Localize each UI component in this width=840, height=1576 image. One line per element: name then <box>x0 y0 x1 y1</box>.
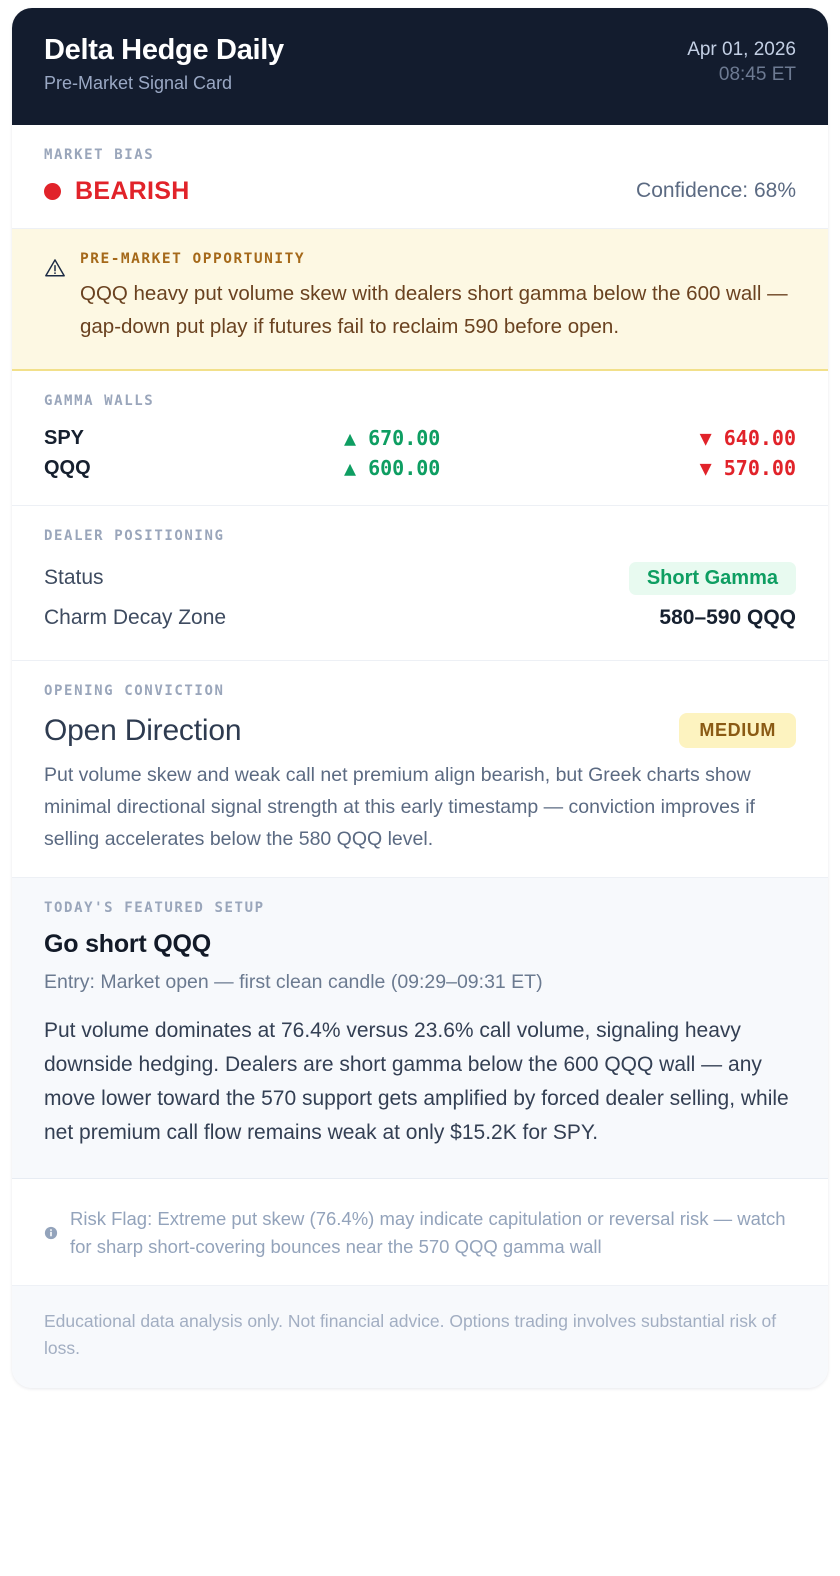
app-title: Delta Hedge Daily <box>44 34 284 66</box>
warning-triangle-icon <box>44 257 66 279</box>
risk-flag-section: Risk Flag: Extreme put skew (76.4%) may … <box>12 1179 828 1286</box>
footer-disclaimer: Educational data analysis only. Not fina… <box>12 1285 828 1388</box>
charm-decay-value: 580–590 QQQ <box>659 606 796 630</box>
dealer-positioning-section: DEALER POSITIONING Status Short Gamma Ch… <box>12 506 828 662</box>
app-subtitle: Pre-Market Signal Card <box>44 73 233 94</box>
opening-conviction-text: Put volume skew and weak call net premiu… <box>44 764 755 850</box>
gamma-wall-lower: ▼ 570.00 <box>699 456 796 481</box>
featured-setup-section: TODAY'S FEATURED SETUP Go short QQQ Entr… <box>12 878 828 1180</box>
opening-conviction-section: OPENING CONVICTION Open Direction MEDIUM… <box>12 661 828 879</box>
dealer-status-row: Status Short Gamma <box>44 558 796 598</box>
footer-text: Educational data analysis only. Not fina… <box>44 1310 777 1358</box>
market-bias-row: BEARISH Confidence: 68% <box>44 177 796 206</box>
featured-setup-title: Go short QQQ <box>44 930 212 959</box>
featured-setup-label: TODAY'S FEATURED SETUP <box>44 900 265 917</box>
dealer-status-key: Status <box>44 566 104 590</box>
risk-flag-text: Risk Flag: Extreme put skew (76.4%) may … <box>70 1208 786 1257</box>
info-circle-icon <box>44 1226 58 1240</box>
market-bias-value-group: BEARISH <box>44 177 190 206</box>
opening-conviction-header: Open Direction MEDIUM <box>44 713 796 749</box>
open-direction-title: Open Direction <box>44 713 242 747</box>
market-bias-value: BEARISH <box>75 176 190 205</box>
gamma-wall-ticker: QQQ <box>44 456 91 479</box>
table-row: QQQ ▲ 600.00 ▼ 570.00 <box>44 453 796 483</box>
gamma-wall-upper: ▲ 600.00 <box>344 456 441 481</box>
header-titles: Delta Hedge Daily Pre-Market Signal Card <box>44 34 284 95</box>
opening-conviction-label: OPENING CONVICTION <box>44 683 225 700</box>
table-row: SPY ▲ 670.00 ▼ 640.00 <box>44 423 796 453</box>
market-bias-confidence: Confidence: 68% <box>636 179 796 203</box>
alert-title: PRE-MARKET OPPORTUNITY <box>80 250 306 267</box>
dealer-positioning-label: DEALER POSITIONING <box>44 528 225 545</box>
status-badge: Short Gamma <box>628 561 796 595</box>
signal-card: Delta Hedge Daily Pre-Market Signal Card… <box>12 8 828 1388</box>
header-time: 08:45 ET <box>718 63 796 85</box>
header-date: Apr 01, 2026 <box>687 39 796 60</box>
card-header: Delta Hedge Daily Pre-Market Signal Card… <box>12 8 828 125</box>
charm-decay-row: Charm Decay Zone 580–590 QQQ <box>44 598 796 638</box>
market-bias-section: MARKET BIAS BEARISH Confidence: 68% <box>12 124 828 229</box>
featured-setup-entry: Entry: Market open — first clean candle … <box>44 971 543 994</box>
gamma-wall-lower: ▼ 640.00 <box>699 426 796 451</box>
header-timestamp: Apr 01, 2026 08:45 ET <box>687 34 796 87</box>
gamma-wall-ticker: SPY <box>44 426 85 449</box>
pre-market-opportunity-alert: PRE-MARKET OPPORTUNITY QQQ heavy put vol… <box>12 228 828 372</box>
featured-setup-body: Put volume dominates at 76.4% versus 23.… <box>44 1019 789 1145</box>
alert-text: QQQ heavy put volume skew with dealers s… <box>80 281 788 339</box>
conviction-badge: MEDIUM <box>679 713 796 749</box>
charm-decay-key: Charm Decay Zone <box>44 606 227 630</box>
market-bias-label: MARKET BIAS <box>44 146 155 163</box>
bias-status-dot-icon <box>44 182 61 200</box>
alert-body: PRE-MARKET OPPORTUNITY QQQ heavy put vol… <box>80 251 796 343</box>
gamma-walls-section: GAMMA WALLS SPY ▲ 670.00 ▼ 640.00 QQQ ▲ … <box>12 371 828 507</box>
gamma-walls-label: GAMMA WALLS <box>44 393 155 410</box>
gamma-wall-upper: ▲ 670.00 <box>344 426 441 451</box>
